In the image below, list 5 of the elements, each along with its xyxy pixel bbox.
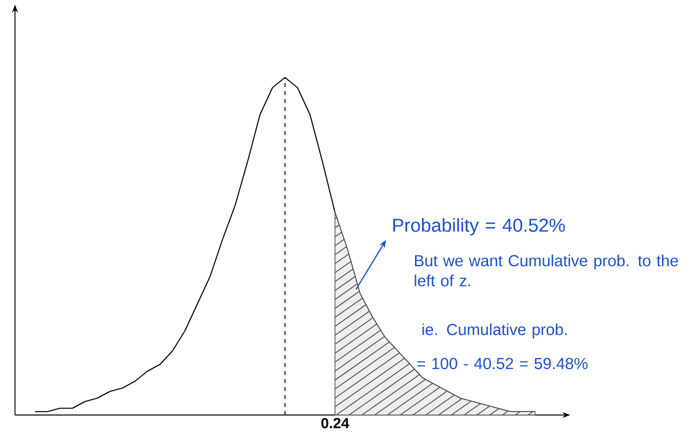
annotation: Probability = 40.52% <box>393 218 565 236</box>
text: 0.24 <box>321 418 350 428</box>
annotation: ie. Cumulative prob. <box>422 323 567 338</box>
annotation: But we want Cumulative prob. to the left of z. <box>414 254 678 286</box>
annotation: = 100 - 40.52 = 59.48% <box>417 358 588 370</box>
